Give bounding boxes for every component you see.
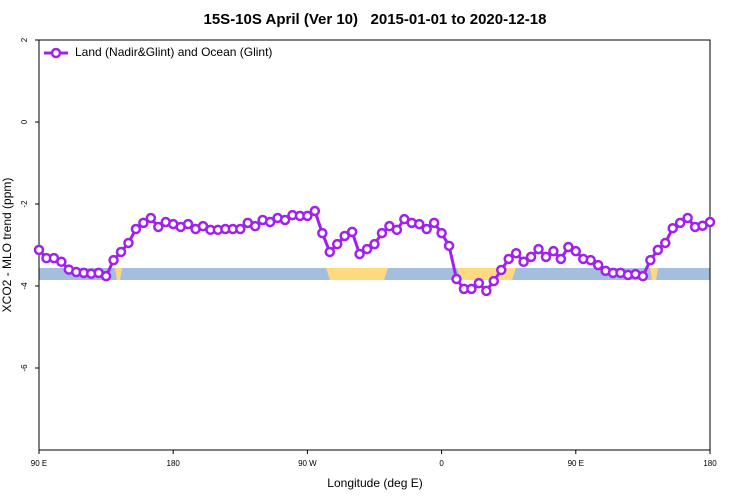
data-point xyxy=(317,227,328,239)
data-point xyxy=(510,247,522,259)
data-point xyxy=(540,251,552,263)
x-tick-label: 0 xyxy=(439,459,444,468)
data-point xyxy=(182,218,194,230)
data-point xyxy=(108,254,119,266)
land-band xyxy=(650,268,658,280)
data-point xyxy=(339,230,350,242)
land-band xyxy=(326,268,388,280)
y-tick-label: 0 xyxy=(20,119,29,124)
data-point xyxy=(592,259,604,271)
land-ocean-band xyxy=(39,268,710,280)
data-point xyxy=(451,273,462,285)
data-point xyxy=(153,221,164,233)
data-point xyxy=(674,217,686,229)
x-tick-label: 90 E xyxy=(31,459,47,468)
data-point xyxy=(279,214,291,226)
data-point xyxy=(324,246,336,258)
data-point xyxy=(652,244,664,256)
legend-label: Land (Nadir&Glint) and Ocean (Glint) xyxy=(75,45,272,59)
data-point xyxy=(145,212,157,224)
x-tick-label: 180 xyxy=(167,459,181,468)
data-point xyxy=(667,222,678,234)
data-point xyxy=(525,251,537,263)
x-tick-label: 180 xyxy=(703,459,717,468)
data-point xyxy=(346,226,358,238)
x-axis-label: Longitude (deg E) xyxy=(327,476,422,490)
data-point xyxy=(354,248,365,260)
data-point xyxy=(413,218,425,230)
data-point xyxy=(302,210,313,222)
y-tick-label: 2 xyxy=(20,37,29,42)
data-point xyxy=(533,243,544,255)
data-point xyxy=(331,238,343,250)
data-point xyxy=(309,205,321,217)
data-point xyxy=(570,245,582,257)
data-point xyxy=(33,244,45,256)
legend-marker xyxy=(50,47,62,59)
data-point xyxy=(130,223,142,235)
data-point xyxy=(555,253,567,265)
data-point xyxy=(100,270,112,282)
data-point xyxy=(376,227,388,239)
data-point xyxy=(585,254,596,266)
data-point xyxy=(645,254,656,266)
y-axis-label: XCO2 - MLO trend (ppm) xyxy=(0,178,14,313)
data-point xyxy=(473,277,485,289)
land-band xyxy=(457,268,516,280)
data-point xyxy=(660,237,671,249)
data-point xyxy=(682,212,693,224)
data-point xyxy=(704,216,716,228)
data-point xyxy=(421,223,432,235)
data-point xyxy=(503,253,514,265)
data-point xyxy=(488,275,500,287)
y-tick-label: -6 xyxy=(20,364,29,372)
x-tick-label: 90 E xyxy=(568,459,584,468)
data-point xyxy=(369,238,380,250)
data-point xyxy=(481,285,492,297)
data-point xyxy=(138,217,149,229)
data-point xyxy=(249,220,261,232)
data-point xyxy=(361,243,373,255)
data-point xyxy=(115,246,127,258)
data-point xyxy=(123,237,134,249)
data-point xyxy=(548,245,559,257)
data-point xyxy=(264,216,276,228)
data-point xyxy=(436,227,447,239)
data-point xyxy=(391,224,403,236)
data-point xyxy=(495,264,507,276)
data-point xyxy=(56,256,67,268)
y-tick-label: -2 xyxy=(20,200,29,208)
data-point xyxy=(466,283,477,295)
data-point xyxy=(428,217,440,229)
data-point xyxy=(563,241,574,253)
data-point xyxy=(518,256,529,268)
y-tick-label: -4 xyxy=(20,282,29,290)
x-tick-label: 90 W xyxy=(298,459,317,468)
land-band xyxy=(115,268,122,280)
chart-title: 15S-10S April (Ver 10) 2015-01-01 to 202… xyxy=(204,11,547,28)
data-point xyxy=(443,240,455,252)
data-point xyxy=(637,270,649,282)
data-point xyxy=(235,223,246,235)
